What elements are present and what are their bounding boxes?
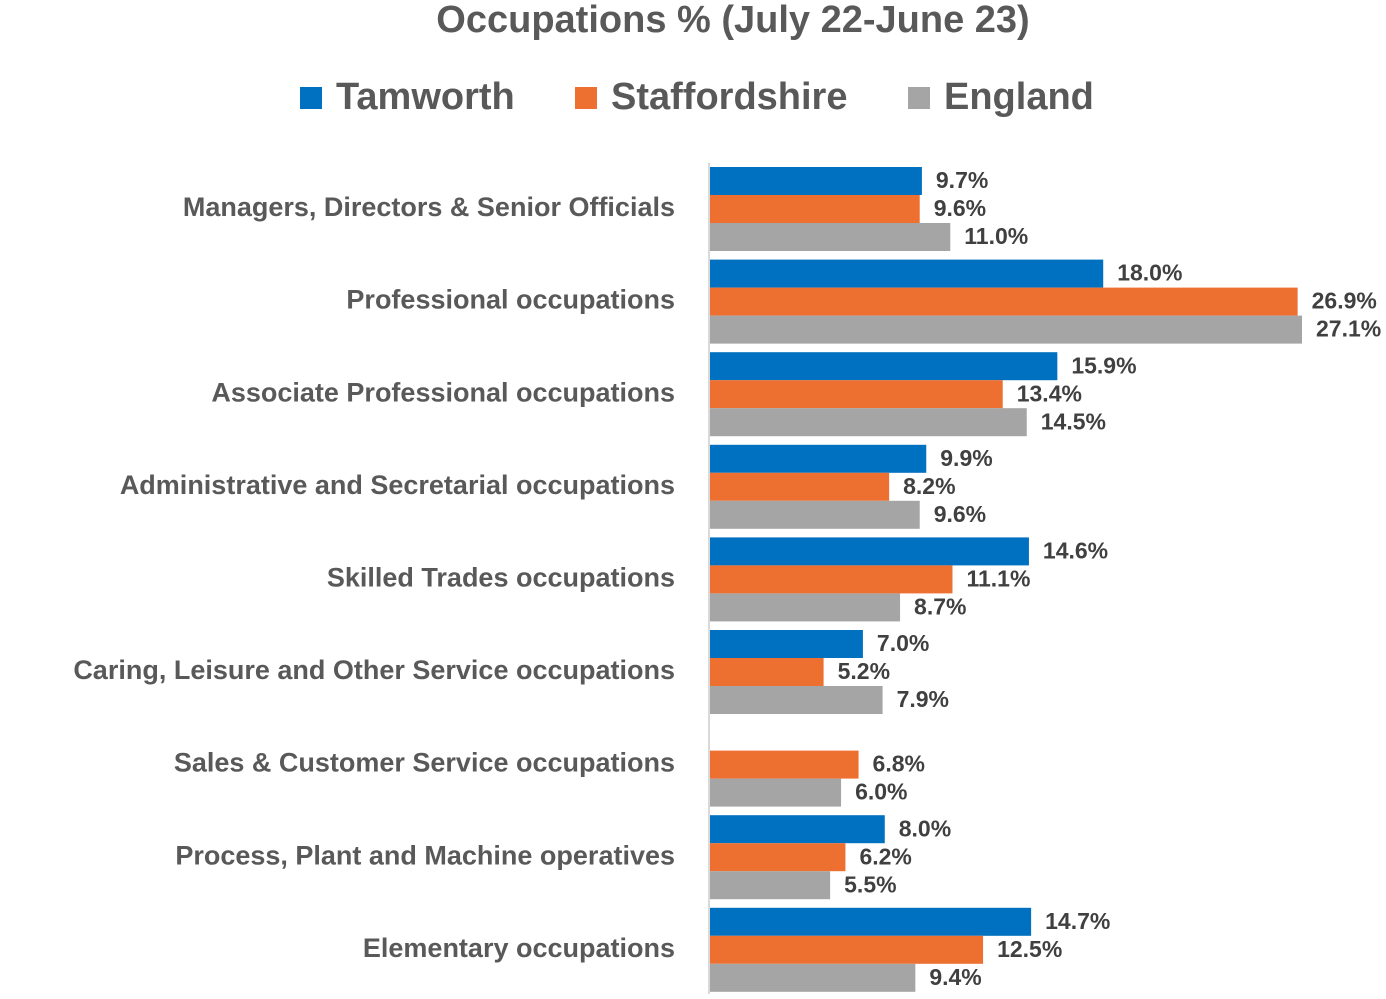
value-label: 5.2% xyxy=(838,658,890,684)
bar xyxy=(710,195,920,223)
value-label: 8.7% xyxy=(914,593,966,619)
value-label: 9.4% xyxy=(929,964,981,990)
category-label: Associate Professional occupations xyxy=(211,377,675,407)
value-label: 7.9% xyxy=(897,686,949,712)
bar xyxy=(710,778,842,807)
bar xyxy=(710,963,916,992)
bar xyxy=(710,871,831,900)
value-label: 7.0% xyxy=(877,630,929,656)
value-label: 6.2% xyxy=(859,843,911,869)
category-label: Administrative and Secretarial occupatio… xyxy=(120,470,675,500)
category-label: Skilled Trades occupations xyxy=(327,563,675,593)
chart-title: Occupations % (July 22-June 23) xyxy=(436,0,1029,41)
value-label: 14.7% xyxy=(1045,908,1110,934)
value-label: 9.7% xyxy=(936,167,988,193)
bar xyxy=(710,223,951,251)
bar xyxy=(710,843,846,872)
category-label: Process, Plant and Machine operatives xyxy=(175,840,675,870)
bar xyxy=(710,907,1032,936)
value-label: 6.0% xyxy=(855,779,907,805)
legend-swatch xyxy=(300,87,322,109)
value-label: 13.4% xyxy=(1017,380,1082,406)
bar xyxy=(710,352,1058,381)
category-label: Caring, Leisure and Other Service occupa… xyxy=(73,655,675,685)
value-label: 11.0% xyxy=(964,223,1028,249)
bar xyxy=(710,287,1298,316)
value-label: 8.2% xyxy=(903,473,955,499)
bar xyxy=(710,630,863,658)
value-label: 12.5% xyxy=(997,936,1062,962)
value-label: 14.5% xyxy=(1041,408,1106,434)
bar xyxy=(710,167,922,195)
legend-swatch xyxy=(575,87,597,109)
value-label: 27.1% xyxy=(1316,316,1381,342)
bar xyxy=(710,380,1003,409)
value-label: 26.9% xyxy=(1312,288,1377,314)
legend-label: Staffordshire xyxy=(611,76,847,118)
bar xyxy=(710,472,890,501)
value-label: 9.9% xyxy=(940,445,992,471)
bar xyxy=(710,686,883,714)
legend-label: England xyxy=(944,76,1094,118)
bar xyxy=(710,500,920,529)
bar xyxy=(710,537,1029,566)
bar xyxy=(710,750,859,779)
value-label: 9.6% xyxy=(934,501,986,527)
bar xyxy=(710,658,824,686)
bar xyxy=(710,315,1302,344)
category-label: Managers, Directors & Senior Officials xyxy=(183,192,675,222)
value-label: 5.5% xyxy=(844,871,896,897)
value-label: 11.1% xyxy=(966,565,1030,591)
value-label: 9.6% xyxy=(934,195,986,221)
bar xyxy=(710,593,901,622)
bar xyxy=(710,444,927,473)
bar xyxy=(710,935,984,964)
bar xyxy=(710,815,885,844)
value-label: 8.0% xyxy=(899,815,951,841)
category-label: Sales & Customer Service occupations xyxy=(174,748,675,778)
legend-swatch xyxy=(908,87,930,109)
value-label: 14.6% xyxy=(1043,537,1108,563)
bar xyxy=(710,565,953,594)
value-label: 15.9% xyxy=(1071,352,1136,378)
bar xyxy=(710,259,1104,288)
category-label: Professional occupations xyxy=(346,285,675,315)
bar xyxy=(710,408,1027,437)
value-label: 6.8% xyxy=(873,751,925,777)
category-label: Elementary occupations xyxy=(363,933,675,963)
value-label: 18.0% xyxy=(1117,260,1182,286)
legend-label: Tamworth xyxy=(336,76,515,118)
